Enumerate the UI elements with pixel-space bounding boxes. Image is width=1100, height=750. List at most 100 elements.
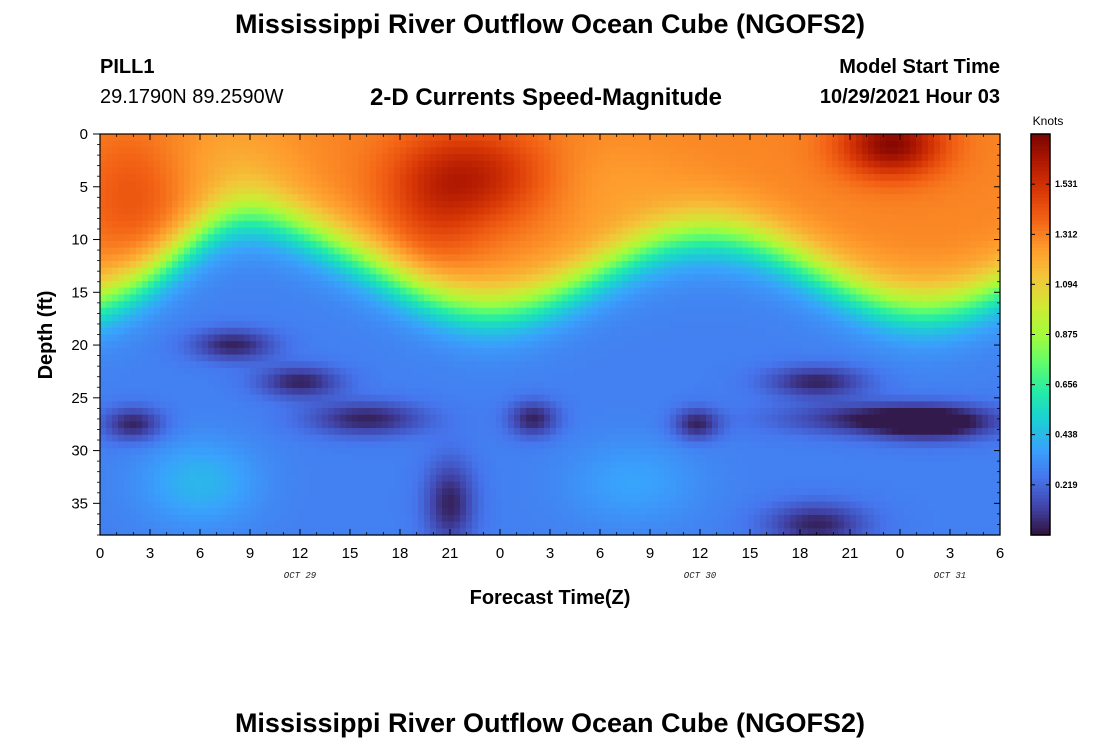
heatmap-cell	[220, 354, 227, 362]
heatmap-cell	[646, 187, 653, 195]
heatmap-cell	[466, 294, 473, 302]
heatmap-cell	[256, 220, 263, 229]
heatmap-cell	[154, 154, 161, 162]
heatmap-cell	[952, 207, 959, 215]
heatmap-cell	[712, 281, 719, 289]
heatmap-cell	[796, 187, 803, 195]
heatmap-cell	[400, 341, 407, 349]
heatmap-cell	[136, 354, 143, 362]
heatmap-cell	[358, 187, 365, 195]
heatmap-cell	[496, 187, 503, 195]
heatmap-cell	[280, 240, 287, 249]
heatmap-cell	[226, 327, 233, 336]
heatmap-cell	[976, 294, 983, 302]
heatmap-cell	[286, 194, 293, 202]
heatmap-cell	[118, 321, 125, 329]
heatmap-cell	[472, 240, 479, 249]
heatmap-cell	[292, 160, 299, 169]
heatmap-cell	[220, 167, 227, 175]
heatmap-cell	[676, 327, 683, 336]
heatmap-cell	[742, 240, 749, 249]
heatmap-cell	[322, 247, 329, 255]
heatmap-cell	[754, 147, 761, 155]
heatmap-cell	[754, 214, 761, 222]
heatmap-cell	[676, 240, 683, 249]
heatmap-cell	[568, 214, 575, 222]
heatmap-cell	[184, 247, 191, 255]
heatmap-cell	[538, 147, 545, 155]
heatmap-cell	[832, 281, 839, 289]
heatmap-cell	[358, 254, 365, 262]
heatmap-cell	[514, 200, 521, 209]
heatmap-cell	[970, 281, 977, 289]
heatmap-cell	[280, 247, 287, 255]
heatmap-cell	[448, 347, 455, 356]
heatmap-cell	[262, 301, 269, 309]
heatmap-cell	[640, 267, 647, 275]
heatmap-cell	[736, 314, 743, 322]
heatmap-cell	[316, 194, 323, 202]
heatmap-cell	[496, 207, 503, 215]
heatmap-cell	[118, 180, 125, 189]
heatmap-cell	[370, 194, 377, 202]
heatmap-cell	[826, 167, 833, 175]
heatmap-cell	[340, 167, 347, 175]
heatmap-cell	[922, 307, 929, 316]
heatmap-cell	[982, 260, 989, 269]
heatmap-cell	[490, 327, 497, 336]
heatmap-cell	[802, 281, 809, 289]
heatmap-cell	[670, 227, 677, 235]
heatmap-cell	[748, 154, 755, 162]
heatmap-cell	[172, 234, 179, 242]
heatmap-cell	[376, 314, 383, 322]
heatmap-cell	[286, 301, 293, 309]
heatmap-cell	[436, 194, 443, 202]
heatmap-cell	[700, 214, 707, 222]
heatmap-cell	[418, 327, 425, 336]
heatmap-cell	[730, 260, 737, 269]
heatmap-cell	[604, 147, 611, 155]
heatmap-cell	[514, 174, 521, 182]
heatmap-cell	[580, 287, 587, 295]
heatmap-cell	[196, 220, 203, 229]
heatmap-cell	[136, 314, 143, 322]
heatmap-cell	[448, 294, 455, 302]
heatmap-cell	[286, 341, 293, 349]
heatmap-cell	[352, 341, 359, 349]
heatmap-cell	[190, 341, 197, 349]
heatmap-cell	[838, 174, 845, 182]
heatmap-cell	[886, 194, 893, 202]
heatmap-cell	[892, 267, 899, 275]
heatmap-cell	[718, 187, 725, 195]
heatmap-cell	[850, 254, 857, 262]
heatmap-cell	[394, 260, 401, 269]
heatmap-cell	[886, 267, 893, 275]
heatmap-cell	[580, 187, 587, 195]
heatmap-cell	[244, 167, 251, 175]
heatmap-cell	[958, 274, 965, 282]
heatmap-cell	[364, 347, 371, 356]
heatmap-cell	[154, 287, 161, 295]
heatmap-cell	[610, 174, 617, 182]
heatmap-cell	[850, 240, 857, 249]
heatmap-cell	[982, 220, 989, 229]
heatmap-cell	[610, 214, 617, 222]
heatmap-cell	[670, 220, 677, 229]
heatmap-cell	[586, 314, 593, 322]
heatmap-cell	[442, 160, 449, 169]
heatmap-cell	[784, 147, 791, 155]
heatmap-cell	[784, 160, 791, 169]
heatmap-cell	[634, 314, 641, 322]
heatmap-cell	[232, 154, 239, 162]
heatmap-cell	[298, 247, 305, 255]
heatmap-cell	[532, 327, 539, 336]
heatmap-cell	[208, 180, 215, 189]
heatmap-cell	[370, 234, 377, 242]
heatmap-cell	[196, 341, 203, 349]
heatmap-cell	[586, 240, 593, 249]
heatmap-cell	[664, 227, 671, 235]
heatmap-cell	[154, 294, 161, 302]
heatmap-cell	[454, 200, 461, 209]
heatmap-cell	[340, 240, 347, 249]
heatmap-cell	[712, 254, 719, 262]
